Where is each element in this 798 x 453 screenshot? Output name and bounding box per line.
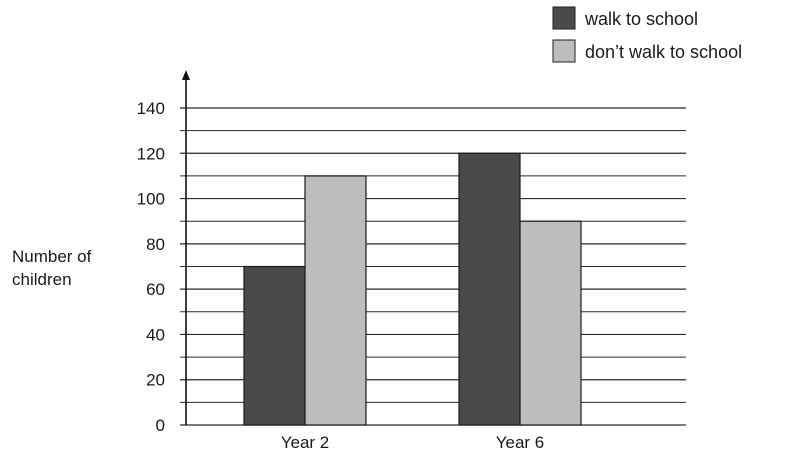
legend-swatch-dont-walk bbox=[552, 39, 576, 63]
x-category-label: Year 6 bbox=[496, 433, 545, 452]
y-tick-label: 0 bbox=[156, 416, 165, 435]
bar-walk-year-2 bbox=[243, 265, 306, 426]
y-axis-title: Number of children bbox=[12, 247, 92, 289]
legend: walk to school don’t walk to school bbox=[552, 6, 742, 63]
legend-swatch-walk bbox=[552, 6, 576, 30]
legend-label-dont-walk: don’t walk to school bbox=[585, 42, 742, 62]
y-axis-title-line-1: Number of bbox=[12, 247, 92, 266]
y-tick-label: 20 bbox=[146, 371, 165, 390]
bar-dont-walk-year-2 bbox=[304, 175, 367, 426]
y-axis-arrowhead bbox=[182, 70, 190, 80]
y-tick-label: 100 bbox=[137, 190, 165, 209]
y-tick-label: 60 bbox=[146, 280, 165, 299]
y-tick-labels: 0 20 40 60 80 100 120 140 bbox=[137, 99, 165, 435]
y-axis-title-line-2: children bbox=[12, 270, 72, 289]
bar-walk-year-6 bbox=[458, 152, 521, 426]
x-category-label: Year 2 bbox=[281, 433, 330, 452]
legend-label-walk: walk to school bbox=[584, 9, 698, 29]
y-tick-label: 120 bbox=[137, 144, 165, 163]
y-tick-label: 140 bbox=[137, 99, 165, 118]
bar-dont-walk-year-6 bbox=[519, 220, 582, 426]
y-tick-label: 40 bbox=[146, 325, 165, 344]
y-axis bbox=[182, 70, 190, 425]
y-tick-label: 80 bbox=[146, 235, 165, 254]
bars bbox=[243, 152, 582, 426]
x-category-labels: Year 2 Year 6 bbox=[281, 433, 545, 452]
